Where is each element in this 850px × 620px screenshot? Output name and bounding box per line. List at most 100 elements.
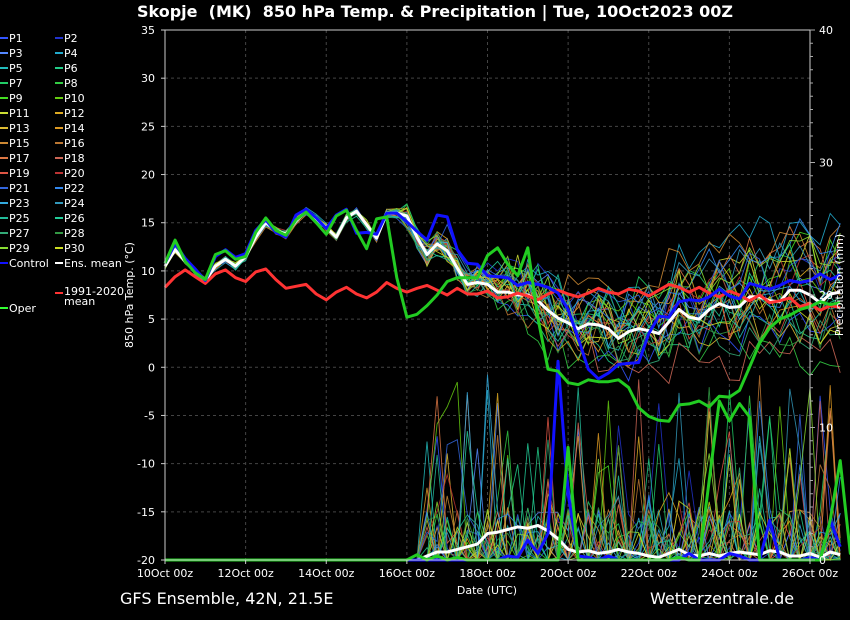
legend-item: P4	[55, 47, 78, 60]
legend-label: P29	[9, 242, 30, 255]
legend-label: P19	[9, 167, 30, 180]
x-tick-label: 22Oct 00z	[621, 567, 678, 580]
legend-label: P24	[64, 197, 85, 210]
axes: 35 30 25 20 15 10 5 0 -5 -10 -15 -20 40 30 20 10 0 10Oct …	[137, 24, 839, 580]
legend-item: P17	[0, 152, 30, 165]
y2-axis-label: Precipitation (mm)	[833, 234, 846, 336]
legend-swatch	[55, 187, 63, 189]
member-line-p29	[164, 208, 841, 346]
legend-swatch	[0, 67, 8, 69]
legend-item: P22	[55, 182, 85, 195]
legend-swatch	[0, 142, 8, 144]
legend-label: P21	[9, 182, 30, 195]
legend-swatch	[0, 187, 8, 189]
legend-item: P28	[55, 227, 85, 240]
legend-label: P25	[9, 212, 30, 225]
legend-label: P3	[9, 47, 23, 60]
legend-item: Control	[0, 257, 49, 270]
legend-label: P14	[64, 122, 85, 135]
legend-label: P18	[64, 152, 85, 165]
legend-item: P6	[55, 62, 78, 75]
legend-swatch	[0, 307, 8, 309]
legend-item: 1991-2020 mean	[55, 286, 124, 307]
x-tick-label: 10Oct 00z	[137, 567, 194, 580]
legend-label: Control	[9, 257, 49, 270]
legend-label: P6	[64, 62, 78, 75]
legend-label: P4	[64, 47, 78, 60]
y2-tick-label: 40	[819, 24, 833, 37]
legend-item: P14	[55, 122, 85, 135]
footer-source-link[interactable]: Wetterzentrale.de	[650, 589, 795, 608]
legend-swatch	[55, 67, 63, 69]
y-tick-label: -5	[144, 409, 155, 422]
legend-item: P21	[0, 182, 30, 195]
legend-item: P3	[0, 47, 23, 60]
legend-label: P17	[9, 152, 30, 165]
x-tick-label: 26Oct 00z	[782, 567, 839, 580]
legend-item: Oper	[0, 302, 36, 315]
y-tick-label: -15	[137, 506, 155, 519]
legend-swatch	[55, 292, 63, 294]
legend-item: P12	[55, 107, 85, 120]
legend-label: P12	[64, 107, 85, 120]
legend-item: P11	[0, 107, 30, 120]
legend-item: P27	[0, 227, 30, 240]
legend-swatch	[55, 127, 63, 129]
y-tick-label: 20	[141, 169, 155, 182]
legend-swatch	[0, 202, 8, 204]
legend-swatch	[0, 52, 8, 54]
legend-item: P30	[55, 242, 85, 255]
y-tick-label: 35	[141, 24, 155, 37]
x-tick-label: 12Oct 00z	[217, 567, 274, 580]
legend-label: P7	[9, 77, 23, 90]
legend-label: Oper	[9, 302, 36, 315]
y-tick-label: 10	[141, 265, 155, 278]
legend-swatch	[0, 262, 8, 264]
legend-label: P2	[64, 32, 78, 45]
legend-item: P13	[0, 122, 30, 135]
legend-swatch	[0, 127, 8, 129]
legend-swatch	[0, 37, 8, 39]
legend-swatch	[55, 202, 63, 204]
legend-swatch	[55, 172, 63, 174]
legend-item: P19	[0, 167, 30, 180]
legend-swatch	[55, 37, 63, 39]
legend-item: P8	[55, 77, 78, 90]
legend-swatch	[55, 157, 63, 159]
legend-label: P26	[64, 212, 85, 225]
legend-swatch	[55, 52, 63, 54]
footer-model-info: GFS Ensemble, 42N, 21.5E	[120, 589, 334, 608]
series-oper	[163, 208, 841, 423]
legend-item: P24	[55, 197, 85, 210]
y-tick-label: 15	[141, 217, 155, 230]
y2-tick-label: 10	[819, 422, 833, 435]
y2-tick-label: 0	[819, 554, 826, 567]
legend-swatch	[55, 217, 63, 219]
legend-item: P15	[0, 137, 30, 150]
legend-swatch	[0, 157, 8, 159]
legend-swatch	[0, 232, 8, 234]
legend-label: P16	[64, 137, 85, 150]
legend-swatch	[55, 82, 63, 84]
legend-label: P1	[9, 32, 23, 45]
legend-item: P18	[55, 152, 85, 165]
legend-item: P2	[55, 32, 78, 45]
legend-swatch	[0, 247, 8, 249]
legend-item: P1	[0, 32, 23, 45]
legend-label: P22	[64, 182, 85, 195]
legend-swatch	[0, 97, 8, 99]
legend-label: P11	[9, 107, 30, 120]
y-tick-label: 25	[141, 120, 155, 133]
legend-item: Ens. mean	[55, 257, 122, 270]
legend-item: P7	[0, 77, 23, 90]
y-tick-label: 30	[141, 72, 155, 85]
x-tick-label: 24Oct 00z	[701, 567, 758, 580]
legend-label: P5	[9, 62, 23, 75]
legend-label: P28	[64, 227, 85, 240]
y2-tick-label: 30	[819, 157, 833, 170]
legend-label: P23	[9, 197, 30, 210]
legend-item: P26	[55, 212, 85, 225]
legend-item: P5	[0, 62, 23, 75]
legend-item: P29	[0, 242, 30, 255]
